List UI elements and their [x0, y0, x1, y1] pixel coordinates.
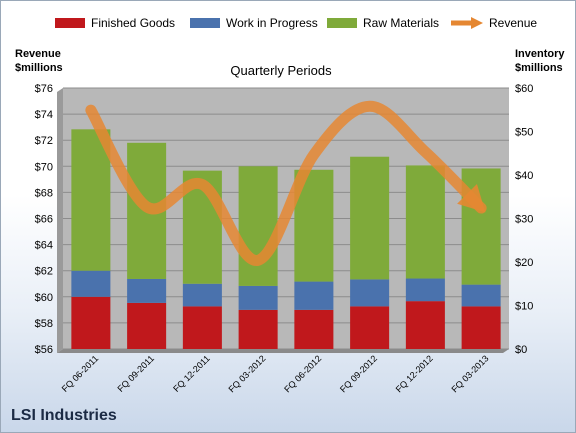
legend-item-raw-materials: Raw Materials	[327, 15, 439, 30]
bar-segment	[238, 309, 278, 349]
bar-segment	[294, 309, 334, 349]
bar-segment	[405, 165, 445, 279]
revenue-line	[85, 100, 487, 266]
left-tick-label: $74	[35, 109, 53, 121]
x-tick-label: FQ 06-2012	[282, 353, 323, 394]
right-axis-title-line-2: $millions	[515, 62, 563, 74]
x-tick-label: FQ 03-2012	[227, 353, 268, 394]
legend-item-revenue: Revenue	[449, 15, 537, 30]
bar-segment	[461, 306, 501, 349]
right-tick-label: $40	[515, 170, 533, 182]
legend-arrow-icon	[451, 16, 483, 29]
left-tick-label: $60	[35, 292, 53, 304]
left-axis-title-line-1: Revenue	[15, 48, 61, 60]
left-tick-label: $62	[35, 266, 53, 278]
left-tick-label: $64	[35, 240, 53, 252]
left-tick-label: $56	[35, 344, 53, 356]
right-axis-title: Inventory $millions	[515, 47, 565, 75]
bar-segment	[71, 296, 111, 349]
bar-segment	[127, 302, 167, 349]
bar-segment	[350, 279, 390, 307]
bar-segment	[350, 156, 390, 280]
bar-segment	[182, 306, 222, 349]
left-axis-title: Revenue $millions	[15, 47, 63, 75]
bar-segment	[71, 270, 111, 297]
bar-segment	[461, 284, 501, 307]
left-axis-title-line-2: $millions	[15, 62, 63, 74]
right-tick-label: $30	[515, 214, 533, 226]
bar-segment	[461, 168, 501, 285]
legend-label-raw-materials: Raw Materials	[363, 15, 440, 30]
legend-label-finished-goods: Finished Goods	[91, 15, 176, 30]
right-tick-label: $50	[515, 127, 533, 139]
x-tick-label: FQ 09-2011	[115, 353, 156, 394]
bar-segment	[127, 278, 167, 303]
bar-segment	[405, 301, 445, 349]
left-tick-label: $66	[35, 214, 53, 226]
left-tick-label: $58	[35, 318, 53, 330]
right-tick-label: $10	[515, 301, 533, 313]
legend-label-work-in-progress: Work in Progress	[226, 15, 318, 30]
company-name: LSI Industries	[11, 407, 117, 424]
x-tick-label: FQ 06-2011	[60, 353, 101, 394]
right-tick-label: $60	[515, 83, 533, 95]
legend-label-revenue: Revenue	[489, 15, 538, 30]
x-tick-label: FQ 09-2012	[338, 353, 379, 394]
legend-swatch-raw-materials	[327, 17, 357, 28]
legend-item-finished-goods: Finished Goods	[55, 15, 175, 30]
plot-side-wall	[57, 88, 63, 353]
left-tick-label: $76	[35, 83, 53, 95]
x-tick-label: FQ 12-2011	[171, 353, 212, 394]
bar-segment	[182, 283, 222, 307]
bar-segment	[405, 278, 445, 302]
left-tick-label: $72	[35, 135, 53, 147]
bar-segment	[294, 281, 334, 310]
x-tick-label: FQ 12-2012	[394, 353, 435, 394]
revenue-arrowhead	[457, 184, 486, 213]
legend-item-work-in-progress: Work in Progress	[190, 15, 318, 30]
legend: Finished Goods Work in Progress Raw Mate…	[1, 15, 575, 35]
bar-segment	[238, 166, 278, 286]
legend-swatch-work-in-progress	[190, 17, 220, 28]
right-tick-label: $0	[515, 344, 527, 356]
plot-floor	[57, 349, 509, 353]
bar-segment	[238, 285, 278, 310]
left-tick-label: $70	[35, 161, 53, 173]
bar-segment	[71, 129, 111, 271]
chart-subtitle: Quarterly Periods	[230, 63, 332, 78]
right-tick-label: $20	[515, 257, 533, 269]
x-tick-label: FQ 03-2013	[450, 353, 491, 394]
legend-swatch-finished-goods	[55, 17, 85, 28]
bar-segment	[350, 306, 390, 349]
left-tick-label: $68	[35, 187, 53, 199]
right-axis-title-line-1: Inventory	[515, 48, 565, 60]
